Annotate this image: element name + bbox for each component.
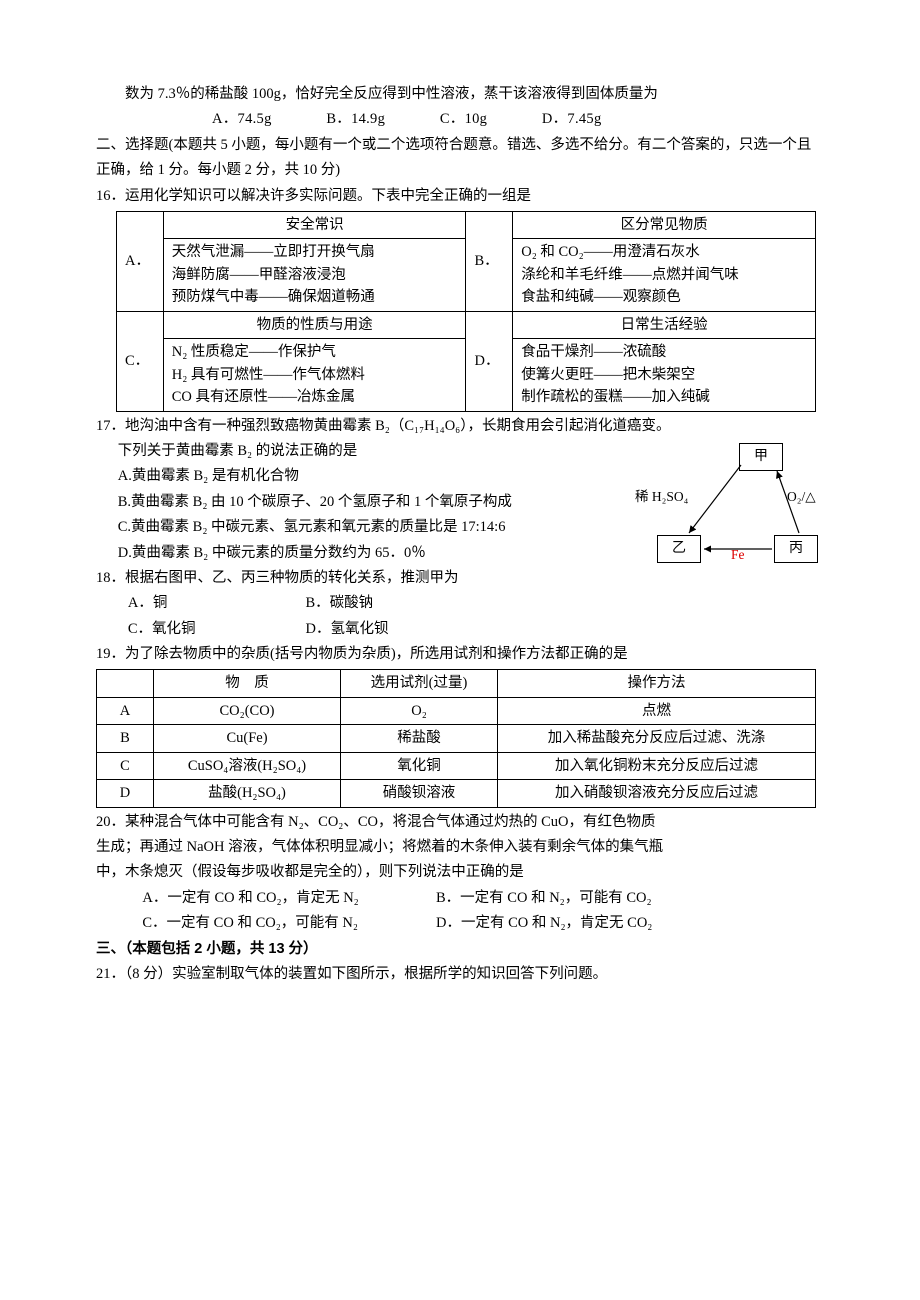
q20-opt-a: A．一定有 CO 和 CO₂，肯定无 N₂ (142, 886, 432, 911)
q18-opt-c: C．氧化铜 (128, 617, 302, 642)
q19-d-key: D (97, 780, 154, 807)
q19-a-c2: O₂ (341, 697, 498, 724)
q18-opt-a: A．铜 (128, 591, 302, 616)
q16-c3: CO 具有还原性——冶炼金属 (172, 386, 458, 408)
q16-b1: O₂ 和 CO₂——用澄清石灰水 (521, 241, 807, 263)
q16-c1: N₂ 性质稳定——作保护气 (172, 341, 458, 363)
q19-stem: 19．为了除去物质中的杂质(括号内物质为杂质)，所选用试剂和操作方法都正确的是 (96, 642, 824, 667)
q16-a2: 海鲜防腐——甲醛溶液浸泡 (172, 264, 458, 286)
q19-hdr-1: 物 质 (154, 670, 341, 697)
q20-options-row2: C．一定有 CO 和 CO₂，可能有 N₂ D．一定有 CO 和 N₂，肯定无 … (96, 911, 824, 936)
q19-hdr-blank (97, 670, 154, 697)
q16-b3: 食盐和纯碱——观察颜色 (521, 286, 807, 308)
q19-c-key: C (97, 752, 154, 779)
q20-line3: 中，木条熄灭（假设每步吸收都是完全的），则下列说法中正确的是 (96, 860, 824, 885)
q19-b-c1: Cu(Fe) (154, 725, 341, 752)
q19-b-c2: 稀盐酸 (341, 725, 498, 752)
q19-hdr-3: 操作方法 (498, 670, 816, 697)
q19-row-b: B Cu(Fe) 稀盐酸 加入稀盐酸充分反应后过滤、洗涤 (97, 725, 816, 752)
q19-row-c: C CuSO₄溶液(H₂SO₄) 氧化铜 加入氧化铜粉末充分反应后过滤 (97, 752, 816, 779)
q19-b-c3: 加入稀盐酸充分反应后过滤、洗涤 (498, 725, 816, 752)
q19-c-c3: 加入氧化铜粉末充分反应后过滤 (498, 752, 816, 779)
q19-c-c2: 氧化铜 (341, 752, 498, 779)
q18-opt-b: B．碳酸钠 (306, 595, 374, 611)
q15-opt-d: D．7.45g (542, 107, 602, 132)
q17-stem: 17．地沟油中含有一种强烈致癌物黄曲霉素 B₂（C₁₇H₁₄O₆），长期食用会引… (96, 414, 824, 439)
q16-a1: 天然气泄漏——立即打开换气扇 (172, 241, 458, 263)
q16-table: A． 安全常识 B． 区分常见物质 天然气泄漏——立即打开换气扇 海鲜防腐——甲… (116, 211, 816, 412)
q16-hdr-a: 安全常识 (163, 211, 466, 238)
q18-stem: 18．根据右图甲、乙、丙三种物质的转化关系，推测甲为 (96, 566, 824, 591)
q16-a3: 预防煤气中毒——确保烟道畅通 (172, 286, 458, 308)
q16-body-a: 天然气泄漏——立即打开换气扇 海鲜防腐——甲醛溶液浸泡 预防煤气中毒——确保烟道… (163, 239, 466, 311)
q19-a-c3: 点燃 (498, 697, 816, 724)
q19-c-c1: CuSO₄溶液(H₂SO₄) (154, 752, 341, 779)
q16-key-b: B． (466, 211, 513, 311)
q16-body-b: O₂ 和 CO₂——用澄清石灰水 涤纶和羊毛纤维——点燃并闻气味 食盐和纯碱——… (513, 239, 816, 311)
q19-a-key: A (97, 697, 154, 724)
q16-b2: 涤纶和羊毛纤维——点燃并闻气味 (521, 264, 807, 286)
q21-stem: 21．（8 分）实验室制取气体的装置如下图所示，根据所学的知识回答下列问题。 (96, 962, 824, 987)
q16-key-c: C． (117, 311, 164, 411)
q15-opt-b: B．14.9g (326, 107, 385, 132)
q16-hdr-d: 日常生活经验 (513, 311, 816, 338)
q20-options-row1: A．一定有 CO 和 CO₂，肯定无 N₂ B．一定有 CO 和 N₂，可能有 … (96, 886, 824, 911)
q19-a-c1: CO₂(CO) (154, 697, 341, 724)
q16-key-d: D． (466, 311, 513, 411)
q20-opt-d: D．一定有 CO 和 N₂，肯定无 CO₂ (436, 915, 652, 931)
section-2-heading: 二、选择题(本题共 5 小题，每小题有一个或二个选项符合题意。错选、多选不给分。… (96, 133, 824, 184)
q15-tail: 数为 7.3％的稀盐酸 100g，恰好完全反应得到中性溶液，蒸干该溶液得到固体质… (96, 82, 824, 107)
q19-row-a: A CO₂(CO) O₂ 点燃 (97, 697, 816, 724)
q16-body-c: N₂ 性质稳定——作保护气 H₂ 具有可燃性——作气体燃料 CO 具有还原性——… (163, 339, 466, 411)
q15-opt-c: C．10g (440, 107, 487, 132)
section-3-heading: 三、（本题包括 2 小题，共 13 分） (96, 937, 824, 962)
q19-row-d: D 盐酸(H₂SO₄) 硝酸钡溶液 加入硝酸钡溶液充分反应后过滤 (97, 780, 816, 807)
q20-opt-b: B．一定有 CO 和 N₂，可能有 CO₂ (436, 890, 652, 906)
q16-body-d: 食品干燥剂——浓硫酸 使篝火更旺——把木柴架空 制作疏松的蛋糕——加入纯碱 (513, 339, 816, 411)
q16-d1: 食品干燥剂——浓硫酸 (521, 341, 807, 363)
q20-opt-c: C．一定有 CO 和 CO₂，可能有 N₂ (142, 911, 432, 936)
q20-line2: 生成；再通过 NaOH 溶液，气体体积明显减小；将燃着的木条伸入装有剩余气体的集… (96, 835, 824, 860)
q18-options-row2: C．氧化铜 D．氢氧化钡 (96, 617, 824, 642)
q19-b-key: B (97, 725, 154, 752)
q16-d3: 制作疏松的蛋糕——加入纯碱 (521, 386, 807, 408)
q15-opt-a: A．74.5g (212, 107, 272, 132)
q16-stem: 16．运用化学知识可以解决许多实际问题。下表中完全正确的一组是 (96, 184, 824, 209)
q15-options: A．74.5g B．14.9g C．10g D．7.45g (96, 107, 824, 132)
q18-options-row1: A．铜 B．碳酸钠 (96, 591, 824, 616)
q18-opt-d: D．氢氧化钡 (306, 621, 389, 637)
q20-line1: 20．某种混合气体中可能含有 N₂、CO₂、CO，将混合气体通过灼热的 CuO，… (96, 810, 824, 835)
diagram-arrows (629, 443, 824, 568)
q16-hdr-b: 区分常见物质 (513, 211, 816, 238)
q19-d-c1: 盐酸(H₂SO₄) (154, 780, 341, 807)
q16-d2: 使篝火更旺——把木柴架空 (521, 364, 807, 386)
conversion-diagram: 甲 乙 丙 稀 H₂SO₄ O₂/△ Fe (629, 443, 824, 568)
q19-d-c3: 加入硝酸钡溶液充分反应后过滤 (498, 780, 816, 807)
q19-d-c2: 硝酸钡溶液 (341, 780, 498, 807)
q19-hdr-2: 选用试剂(过量) (341, 670, 498, 697)
q19-table: 物 质 选用试剂(过量) 操作方法 A CO₂(CO) O₂ 点燃 B Cu(F… (96, 669, 816, 807)
q16-c2: H₂ 具有可燃性——作气体燃料 (172, 364, 458, 386)
q16-hdr-c: 物质的性质与用途 (163, 311, 466, 338)
q16-key-a: A． (117, 211, 164, 311)
